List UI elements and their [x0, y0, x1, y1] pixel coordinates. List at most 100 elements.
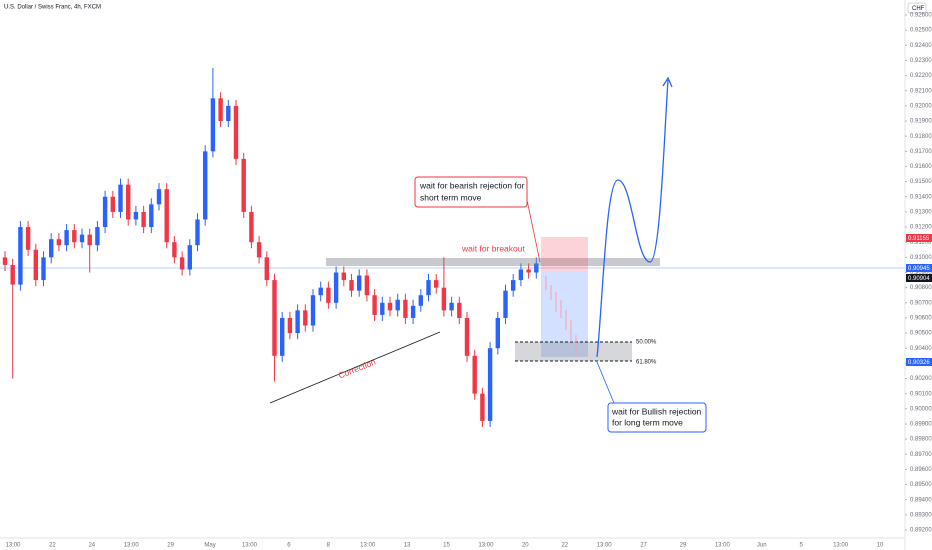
candle-body [126, 184, 131, 220]
candle-body [341, 272, 346, 281]
fib-label: 61.80% [636, 360, 657, 366]
price-tag [906, 274, 932, 282]
y-tick-label: 0.89700 [910, 452, 932, 458]
x-tick-label: 20 [522, 543, 529, 549]
candle-body [518, 269, 524, 281]
trend-line [269, 331, 441, 404]
y-tick-label: 0.90100 [910, 391, 932, 397]
x-tick-label: 13:00 [242, 543, 258, 549]
x-tick-label: 15 [443, 543, 450, 549]
candle-body [233, 105, 239, 159]
candle-body [141, 211, 146, 228]
x-tick-label: 13:00 [360, 543, 376, 549]
x-tick-label: 13:00 [597, 543, 613, 549]
y-tick-label: 0.91100 [910, 240, 932, 246]
y-tick-label: 0.92300 [910, 58, 932, 64]
x-tick-label: 13:00 [833, 543, 849, 549]
candle-body [380, 302, 385, 315]
y-tick-label: 0.91600 [910, 164, 932, 170]
candle-body [426, 280, 431, 296]
projection [545, 276, 577, 356]
x-tick-label: 27 [640, 543, 647, 549]
candle-body [218, 98, 223, 122]
y-tick-label: 0.91800 [910, 134, 932, 140]
x-tick-label: May [204, 543, 215, 549]
candle-body [110, 196, 115, 212]
y-tick-label: 0.91200 [910, 225, 932, 231]
candle-body [449, 302, 454, 311]
y-tick-label: 0.89300 [910, 512, 932, 518]
candle-body [25, 227, 31, 250]
x-tick-label: 13:00 [5, 543, 21, 549]
y-tick-label: 0.90700 [910, 300, 932, 306]
price-tag [906, 358, 932, 366]
candle-body [226, 105, 231, 122]
y-tick-label: 0.89400 [910, 497, 932, 503]
arrow-head [662, 76, 673, 88]
callout-pointer [596, 361, 615, 404]
y-tick-label: 0.89900 [910, 422, 932, 428]
y-tick-label: 0.90200 [910, 376, 932, 382]
candle-body [272, 280, 277, 356]
y-tick-label: 0.91900 [910, 119, 932, 125]
candle-body [495, 317, 500, 349]
annotation: for long term move [612, 417, 683, 427]
price-tag [906, 234, 932, 242]
drawings: wait for bearish rejection for short ter… [0, 76, 905, 433]
y-tick-label: 0.90400 [910, 346, 932, 352]
candle-body [87, 234, 92, 246]
y-tick-label: 0.92200 [910, 73, 932, 79]
candle-body [457, 302, 462, 318]
candle-body [41, 257, 46, 281]
y-tick-label: 0.91000 [910, 255, 932, 261]
y-tick-label: 0.92600 [910, 13, 932, 19]
x-tick-label: 13:00 [478, 543, 494, 549]
candle-body [318, 287, 323, 296]
y-tick-label: 0.90800 [910, 285, 932, 291]
candle-body [434, 280, 439, 288]
candle-body [149, 204, 154, 228]
candle-body [387, 302, 393, 311]
candle-body [133, 211, 139, 220]
callout-pointer [526, 199, 541, 263]
y-tick-label: 0.91700 [910, 149, 932, 155]
candle-body [33, 249, 38, 281]
x-tick-label: 29 [167, 543, 174, 549]
candle-body [256, 242, 262, 258]
candle-body [372, 295, 377, 315]
y-tick-label: 0.92500 [910, 28, 932, 34]
stop-zone [541, 237, 588, 271]
candle-body [487, 348, 493, 421]
target-zone [541, 271, 588, 357]
candle-body [187, 245, 192, 270]
candle-body [72, 230, 77, 243]
candle-body [526, 269, 531, 273]
candle-body [511, 280, 516, 291]
resistance-zone [326, 258, 660, 266]
candle-body [441, 287, 447, 311]
y-tick-label: 0.89200 [910, 528, 932, 534]
annotation: Correction [337, 356, 377, 380]
callout-box [414, 176, 528, 208]
candle-body [464, 317, 470, 356]
x-tick-label: 6 [287, 543, 291, 549]
y-tick-label: 0.90600 [910, 316, 932, 322]
candle-body [49, 239, 54, 258]
candle-body [418, 295, 423, 306]
x-tick-label: 8 [327, 543, 331, 549]
annotation: short term move [420, 192, 482, 202]
y-tick-label: 0.91300 [910, 209, 932, 215]
currency: CHF [912, 6, 925, 12]
x-tick-label: 13:00 [715, 543, 731, 549]
candle-body [179, 257, 185, 270]
y-tick-label: 0.90900 [910, 270, 932, 276]
candle-body [303, 310, 308, 326]
fib-zone [515, 342, 632, 361]
price-tag-label: 0.90945 [908, 266, 930, 272]
y-tick-label: 0.90000 [910, 406, 932, 412]
candle-body [287, 317, 293, 334]
candle-body [472, 355, 477, 394]
y-tick-label: 0.90500 [910, 331, 932, 337]
price-tag [906, 264, 932, 272]
